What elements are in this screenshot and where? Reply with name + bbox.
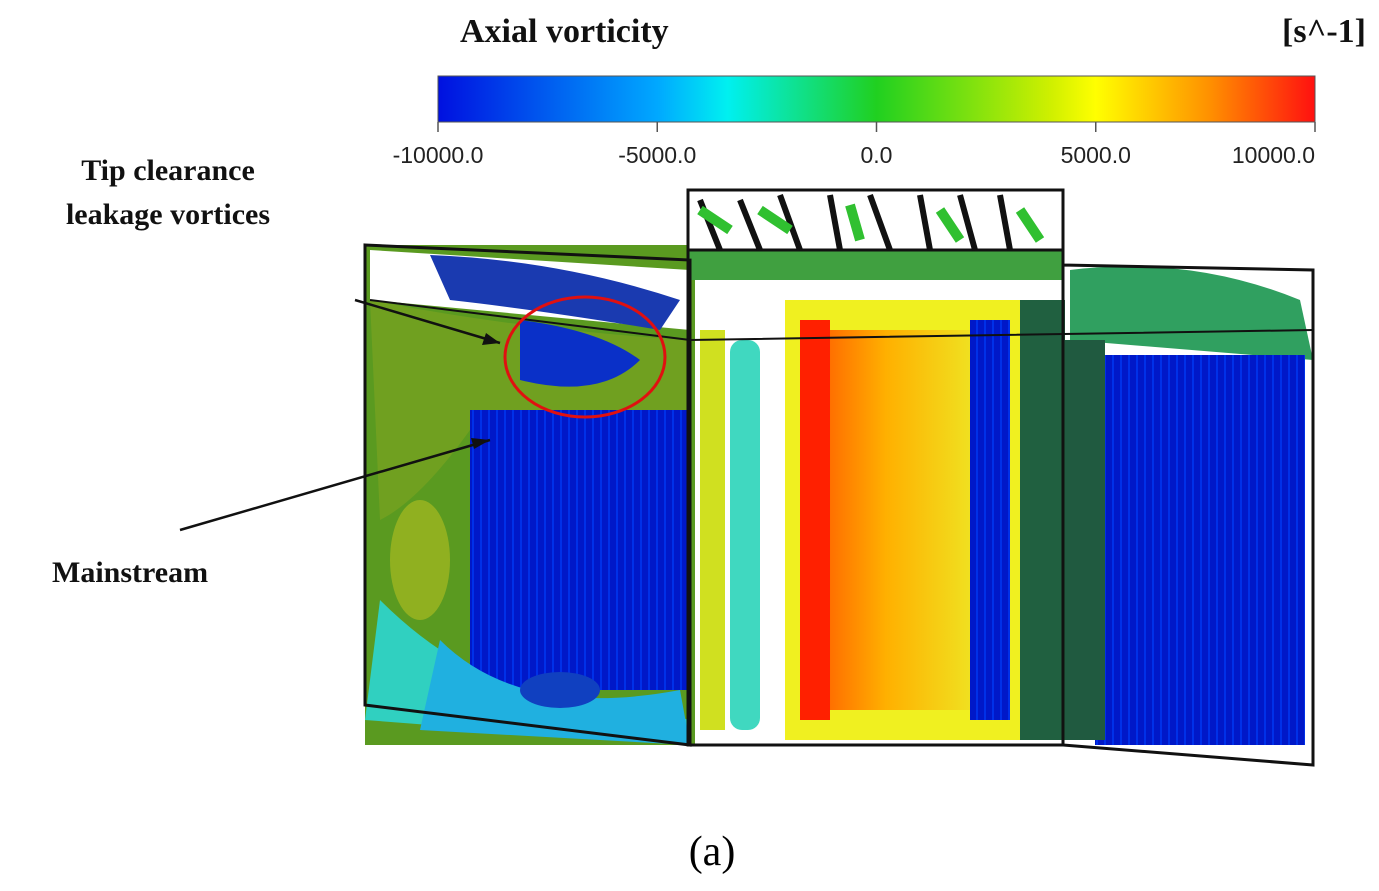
tick-label: -5000.0 (618, 142, 696, 168)
colorbar (437, 75, 1316, 123)
colorbar-unit: [s^-1] (1282, 13, 1366, 50)
highlight-ellipse (503, 295, 667, 419)
colorbar-ticks: -10000.0 -5000.0 0.0 5000.0 10000.0 (393, 122, 1316, 168)
simulation-image (363, 188, 1315, 767)
annotation: Tip clearance (81, 154, 255, 187)
tick-label: 0.0 (861, 142, 893, 168)
tick-label: 5000.0 (1061, 142, 1131, 168)
tick-label: 10000.0 (1232, 142, 1315, 168)
caption: (a) (689, 829, 736, 875)
annotation: Mainstream (52, 556, 208, 589)
annotation-arrows (179, 298, 501, 532)
colorbar-title: Axial vorticity (460, 13, 669, 50)
tick-label: -10000.0 (393, 142, 484, 168)
annotation: leakage vortices (66, 198, 270, 231)
